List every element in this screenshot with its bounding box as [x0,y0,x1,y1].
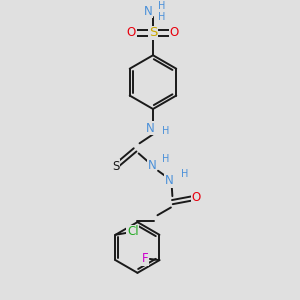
Text: N: N [144,5,153,18]
Text: F: F [142,252,148,265]
Text: O: O [127,26,136,39]
Text: N: N [146,122,155,135]
Text: Cl: Cl [127,225,139,238]
Text: H: H [162,154,170,164]
Text: H: H [158,12,165,22]
Text: N: N [148,159,157,172]
Text: H: H [181,169,188,179]
Text: H: H [158,1,165,11]
Text: O: O [170,26,179,39]
Text: O: O [192,191,201,204]
Text: N: N [165,174,174,187]
Text: S: S [149,26,157,39]
Text: H: H [162,126,169,136]
Text: S: S [112,160,119,173]
